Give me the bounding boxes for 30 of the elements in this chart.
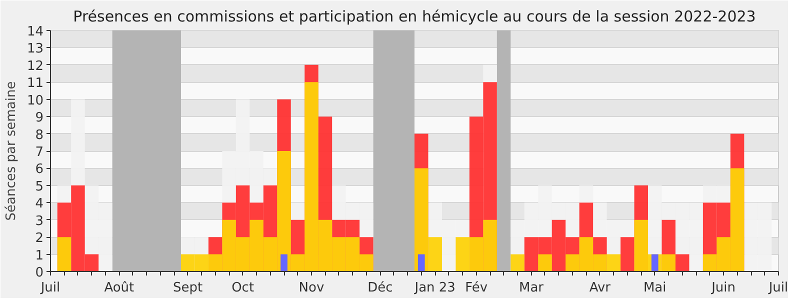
y-tick-label: 3: [35, 214, 44, 229]
y-tick-label: 0: [35, 266, 44, 280]
x-tick-label: Nov: [298, 280, 324, 296]
y-tick-label: 13: [26, 42, 44, 57]
y-tick-label: 12: [26, 58, 44, 74]
chart-title: Présences en commissions et participation en hémicycle au cours de la session 2022-2023: [73, 8, 756, 26]
x-tick-label: Juil: [768, 280, 788, 296]
y-tick-label: 4: [35, 196, 44, 212]
x-tick-label: Juil: [40, 280, 60, 296]
x-tick-label: Avr: [589, 280, 612, 296]
y-tick-label: 14: [26, 24, 44, 40]
x-tick-label: Déc: [368, 280, 393, 296]
x-tick-label: Oct: [232, 280, 254, 296]
y-tick-label: 6: [35, 162, 44, 178]
x-tick-label: Jan 23: [414, 280, 456, 296]
x-tick-label: Fév: [465, 280, 488, 296]
x-tick-label: Août: [104, 280, 134, 296]
x-tick-label: Mai: [643, 280, 666, 296]
x-tick-label: Sept: [173, 280, 203, 296]
x-tick-label: Mar: [518, 280, 544, 296]
y-tick-label: 10: [26, 93, 44, 108]
y-tick-label: 2: [35, 231, 44, 246]
y-tick-label: 7: [35, 145, 44, 160]
y-axis-title: Séances par semaine: [4, 81, 19, 221]
y-tick-label: 5: [35, 179, 44, 194]
y-tick-label: 8: [35, 128, 44, 143]
x-tick-label: Juin: [710, 280, 736, 296]
y-tick-label: 11: [26, 76, 44, 92]
y-tick-label: 9: [35, 110, 44, 126]
y-tick-label: 1: [35, 248, 44, 264]
